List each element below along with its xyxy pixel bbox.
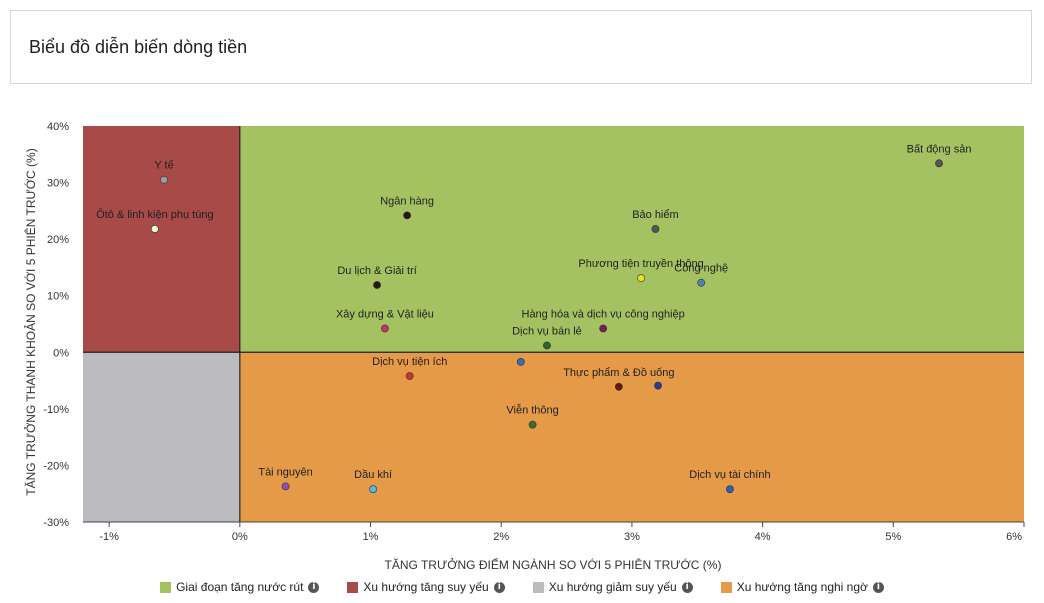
quadrant-xu-huong-tang-suy-yeu [83, 126, 240, 353]
point-bao-hiem[interactable] [651, 225, 660, 233]
legend-swatch [720, 581, 732, 593]
y-tick-label: 20% [47, 234, 69, 246]
y-tick-label: 0% [53, 347, 69, 359]
y-tick-label: -30% [43, 517, 69, 529]
point-label-cong-nghe: Công nghệ [674, 263, 728, 275]
y-tick-label: -20% [43, 460, 69, 472]
point-dich-vu-ban-le[interactable] [543, 341, 551, 350]
legend-swatch [532, 581, 544, 593]
x-tick-label: 3% [624, 531, 640, 543]
point-label-bat-dong-san: Bất động sản [907, 143, 972, 155]
point-label-hang-hoa-va-dich-vu-cong-nghiep: Hàng hóa và dịch vụ công nghiệp [522, 309, 685, 321]
point-hang-hoa-va-dich-vu-cong-nghiep[interactable] [599, 324, 608, 333]
x-tick-label: 1% [363, 531, 379, 543]
x-axis-label: TĂNG TRƯỞNG ĐIỂM NGÀNH SO VỚI 5 PHIÊN TR… [385, 557, 722, 572]
axis-layer: -1% 0% 1% 2% 3% 4% 5% 6% 40% 30% 20% 10% 0% -10% -20% -… [43, 121, 1025, 543]
point-xay-dung-vat-lieu[interactable] [381, 324, 389, 333]
quadrant-giai-doan-tang-nuoc-rut [239, 126, 1025, 353]
point-dich-vu-tien-ich[interactable] [405, 372, 414, 380]
point-label-dich-vu-tien-ich: Dịch vụ tiện ích [372, 356, 447, 368]
legend-label: Giai đoạn tăng nước rút [176, 580, 304, 594]
point-layer: Y tế Ôtô & linh kiện phụ tùng Ngân hàng Bảo… [96, 143, 972, 494]
legend-swatch [160, 581, 172, 593]
legend-label: Xu hướng tăng suy yếu [363, 580, 489, 594]
legend-item-xu-huong-tang-nghi-ngo[interactable]: Xu hướng tăng nghi ngờ i [720, 580, 884, 594]
point-tai-nguyen[interactable] [281, 482, 290, 491]
point-cong-nghe[interactable] [697, 278, 706, 287]
legend-swatch [347, 581, 359, 593]
info-icon[interactable]: i [493, 581, 505, 593]
point-ngan-hang[interactable] [403, 211, 412, 220]
point-unlabeled[interactable] [516, 358, 525, 366]
y-tick-label: 30% [47, 178, 69, 190]
chart-legend: Giai đoạn tăng nước rút i Xu hướng tăng … [0, 580, 1044, 594]
legend-label: Xu hướng giảm suy yếu [548, 580, 677, 594]
point-label-phuong-tien-truyen-thong: Phương tiện truyền thông [578, 258, 703, 270]
legend-item-giai-doan-tang-nuoc-rut[interactable]: Giai đoạn tăng nước rút i [160, 580, 320, 594]
legend-label: Xu hướng tăng nghi ngờ [736, 580, 868, 594]
point-du-lich-giai-tri[interactable] [373, 281, 381, 289]
y-tick-label: 10% [47, 291, 69, 303]
scatter-chart: -1% 0% 1% 2% 3% 4% 5% 6% 40% 30% 20% 10% 0% -10% -20% -… [23, 121, 1025, 572]
point-y-te[interactable] [160, 175, 168, 184]
page-title: Biểu đồ diễn biến dòng tiền [29, 37, 248, 57]
y-tick-label: -10% [43, 404, 69, 416]
point-oto-linh-kien-phu-tung[interactable] [150, 225, 159, 233]
point-unlabeled[interactable] [654, 381, 662, 390]
x-tick-label: 2% [493, 531, 509, 543]
quadrant-xu-huong-tang-nghi-ngo [239, 352, 1025, 522]
legend-item-xu-huong-giam-suy-yeu[interactable]: Xu hướng giảm suy yếu i [532, 580, 693, 594]
point-vien-thong[interactable] [528, 420, 537, 429]
x-tick-label: 0% [232, 531, 248, 543]
point-label-dich-vu-tai-chinh: Dịch vụ tài chính [689, 469, 770, 481]
x-tick-label: 5% [885, 531, 901, 543]
point-label-dich-vu-ban-le: Dịch vụ bán lẻ [512, 325, 582, 337]
point-phuong-tien-truyen-thong[interactable] [637, 274, 645, 283]
point-label-ngan-hang: Ngân hàng [380, 195, 434, 207]
point-label-thuc-pham-do-uong: Thực phẩm & Đồ uống [563, 367, 674, 379]
legend-item-xu-huong-tang-suy-yeu[interactable]: Xu hướng tăng suy yếu i [347, 580, 505, 594]
point-label-xay-dung-vat-lieu: Xây dựng & Vật liệu [336, 309, 434, 321]
point-bat-dong-san[interactable] [935, 159, 943, 168]
x-tick-label: -1% [99, 531, 119, 543]
point-label-du-lich-giai-tri: Du lịch & Giải trí [337, 265, 416, 277]
x-tick-label: 6% [1006, 531, 1022, 543]
point-label-dau-khi: Dầu khí [354, 469, 392, 481]
point-dich-vu-tai-chinh[interactable] [726, 485, 734, 494]
point-thuc-pham-do-uong[interactable] [614, 382, 623, 391]
chart-title-card: Biểu đồ diễn biến dòng tiền [10, 10, 1032, 84]
info-icon[interactable]: i [308, 581, 320, 593]
point-label-vien-thong: Viễn thông [506, 404, 558, 417]
point-label-y-te: Y tế [154, 160, 173, 172]
y-axis-label: TĂNG TRƯỞNG THANH KHOẢN SO VỚI 5 PHIÊN T… [23, 148, 38, 495]
info-icon[interactable]: i [681, 581, 693, 593]
point-label-bao-hiem: Bảo hiểm [632, 209, 678, 221]
y-tick-label: 40% [47, 121, 69, 133]
point-label-tai-nguyen: Tài nguyên [258, 466, 312, 478]
x-tick-label: 4% [755, 531, 771, 543]
point-label-oto-linh-kien-phu-tung: Ôtô & linh kiện phụ tùng [96, 208, 213, 221]
point-dau-khi[interactable] [369, 485, 378, 494]
quadrant-layer [83, 126, 1025, 522]
quadrant-xu-huong-giam-suy-yeu [83, 352, 240, 522]
info-icon[interactable]: i [872, 581, 884, 593]
